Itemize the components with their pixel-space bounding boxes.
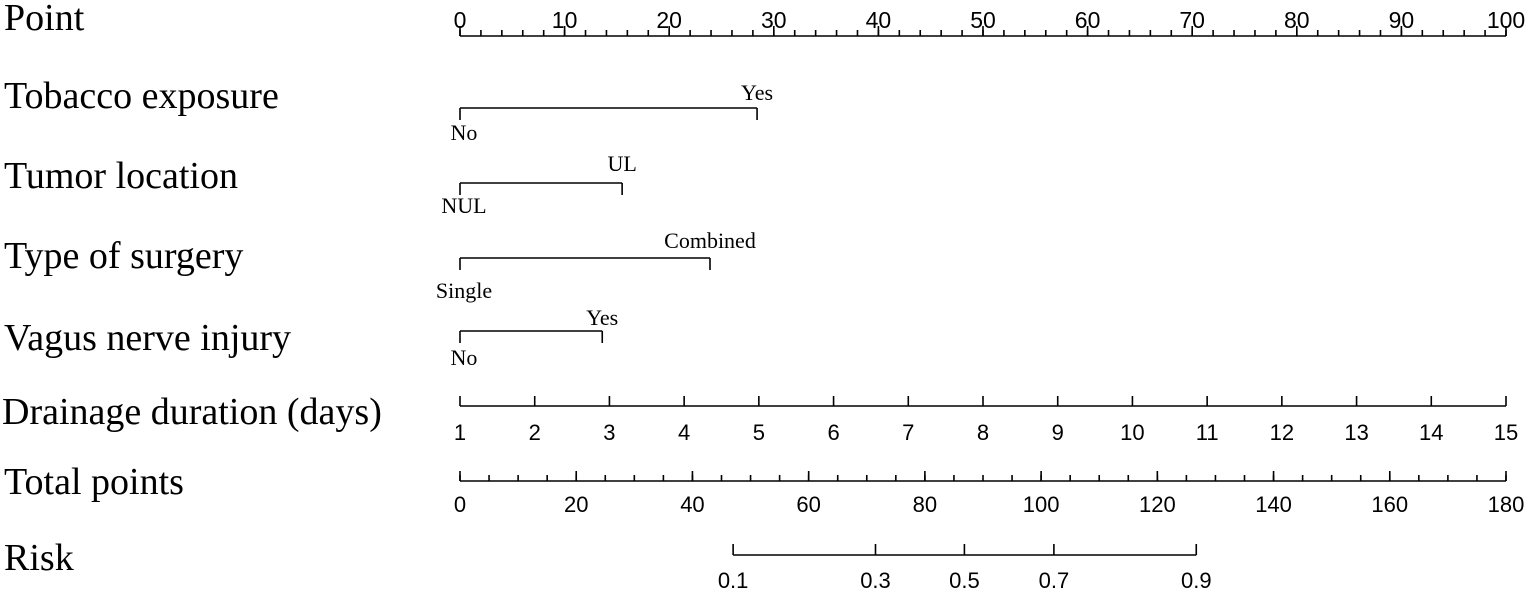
tick-label-0: 80: [1284, 7, 1310, 33]
tick-label-6: 120: [1139, 492, 1176, 517]
risk-tick-label: 0.3: [860, 568, 891, 593]
tick-label-6: 40: [680, 492, 704, 517]
row-label-4: Vagus nerve injury: [4, 317, 291, 359]
tick-label-6: 180: [1488, 492, 1525, 517]
tick-label-6: 160: [1371, 492, 1408, 517]
row-label-2: Tumor location: [4, 155, 238, 197]
row-label-0: Point: [4, 0, 85, 39]
nomogram-axes: 0 10 20 30 40 50 60 70 80 90 100NoYesNULULSingleCo…: [436, 7, 1525, 593]
category-label-3: Combined: [664, 228, 756, 253]
row-label-7: Risk: [4, 537, 74, 579]
tick-label-6: 20: [564, 492, 588, 517]
risk-tick-label: 0.1: [718, 568, 749, 593]
tick-label-5: 7: [902, 420, 914, 445]
risk-tick-label: 0.9: [1181, 568, 1212, 593]
risk-tick-label: 0.5: [949, 568, 980, 593]
tick-label-5: 5: [753, 420, 765, 445]
tick-label-5: 12: [1270, 420, 1294, 445]
tick-label-0: 50: [970, 7, 996, 33]
tick-label-5: 15: [1494, 420, 1518, 445]
tick-label-0: 0: [454, 7, 467, 33]
row-label-6: Total points: [4, 461, 184, 503]
tick-label-6: 140: [1255, 492, 1292, 517]
category-label-2: UL: [607, 151, 636, 176]
tick-label-6: 60: [796, 492, 820, 517]
risk-tick-label: 0.7: [1039, 568, 1070, 593]
tick-label-5: 13: [1344, 420, 1368, 445]
tick-label-0: 40: [866, 7, 892, 33]
tick-label-0: 100: [1487, 7, 1525, 33]
tick-label-0: 20: [656, 7, 682, 33]
tick-label-5: 1: [454, 420, 466, 445]
tick-label-6: 80: [913, 492, 937, 517]
tick-label-5: 11: [1196, 420, 1219, 445]
category-label-3: Single: [436, 278, 492, 303]
category-label-2: NUL: [441, 193, 486, 218]
row-label-5: Drainage duration (days): [2, 391, 382, 433]
category-label-1: No: [451, 120, 478, 145]
category-label-4: No: [451, 345, 478, 370]
category-label-4: Yes: [586, 305, 618, 330]
row-label-1: Tobacco exposure: [4, 75, 279, 117]
row-labels: Point Tobacco exposure Tumor location Type …: [2, 0, 382, 579]
tick-label-5: 6: [827, 420, 839, 445]
tick-label-0: 60: [1075, 7, 1101, 33]
tick-label-6: 100: [1023, 492, 1060, 517]
tick-label-5: 4: [678, 420, 690, 445]
category-label-1: Yes: [741, 80, 773, 105]
tick-label-5: 3: [603, 420, 615, 445]
tick-label-0: 30: [761, 7, 787, 33]
tick-label-5: 14: [1419, 420, 1443, 445]
tick-label-0: 70: [1179, 7, 1205, 33]
tick-label-5: 9: [1052, 420, 1064, 445]
tick-label-0: 90: [1389, 7, 1415, 33]
tick-label-0: 10: [552, 7, 578, 33]
row-label-3: Type of surgery: [4, 235, 243, 277]
tick-label-5: 8: [977, 420, 989, 445]
tick-label-5: 10: [1120, 420, 1144, 445]
tick-label-5: 2: [529, 420, 541, 445]
tick-label-6: 0: [454, 492, 466, 517]
